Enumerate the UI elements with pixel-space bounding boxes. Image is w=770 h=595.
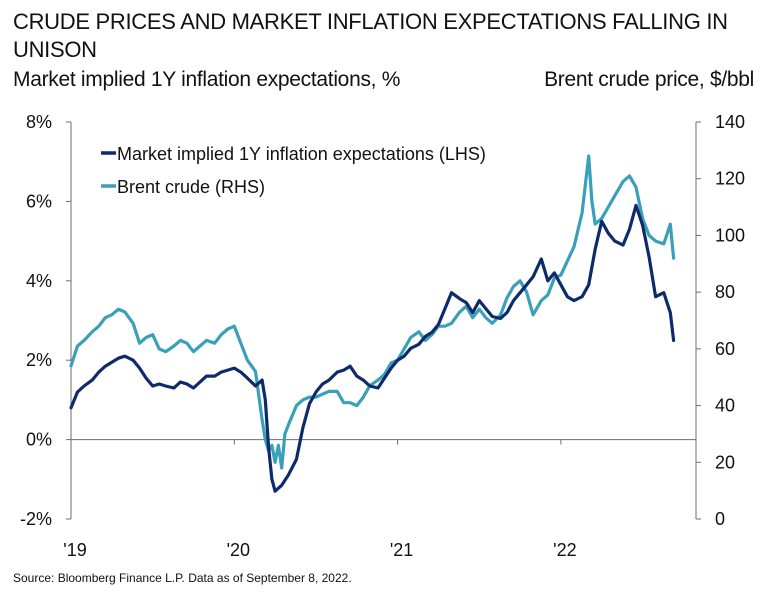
axes: -2% 0% 2% 4% 6% 8% 0 20 40 60 80 100 120 140 '19 '20 '21… <box>20 112 745 560</box>
x-axis-tick-label: '21 <box>390 540 413 560</box>
left-axis-subtitle: Market implied 1Y inflation expectations… <box>13 68 401 91</box>
left-axis-tick-label: 4% <box>26 271 52 291</box>
right-axis-tick-label: 60 <box>715 339 735 359</box>
left-axis-tick-label: 8% <box>26 112 52 132</box>
x-axis-tick-label: '22 <box>553 540 576 560</box>
right-axis-tick-label: 0 <box>715 509 725 529</box>
x-axis-tick-label: '20 <box>227 540 250 560</box>
right-axis-tick-label: 80 <box>715 282 735 302</box>
right-axis-tick-label: 100 <box>715 225 745 245</box>
left-axis-tick-label: 6% <box>26 191 52 211</box>
right-axis-subtitle: Brent crude price, $/bbl <box>544 68 754 91</box>
brent-crude-line <box>69 154 676 470</box>
right-axis-tick-label: 40 <box>715 396 735 416</box>
left-axis-tick-label: -2% <box>20 509 52 529</box>
legend: Market implied 1Y inflation expectations… <box>101 144 486 197</box>
x-axis-tick-label: '19 <box>63 540 86 560</box>
chart-title: CRUDE PRICES AND MARKET INFLATION EXPECT… <box>13 9 728 62</box>
left-axis-tick-label: 2% <box>26 350 52 370</box>
legend-label-brent: Brent crude (RHS) <box>117 177 265 197</box>
left-axis-tick-label: 0% <box>26 430 52 450</box>
series-lines <box>69 154 676 493</box>
inflation-expectations-line <box>69 203 676 493</box>
legend-label-inflation: Market implied 1Y inflation expectations… <box>117 144 486 164</box>
right-axis-tick-label: 120 <box>715 169 745 189</box>
right-axis-tick-label: 140 <box>715 112 745 132</box>
source-note: Source: Bloomberg Finance L.P. Data as o… <box>13 571 352 585</box>
right-axis-tick-label: 20 <box>715 452 735 472</box>
